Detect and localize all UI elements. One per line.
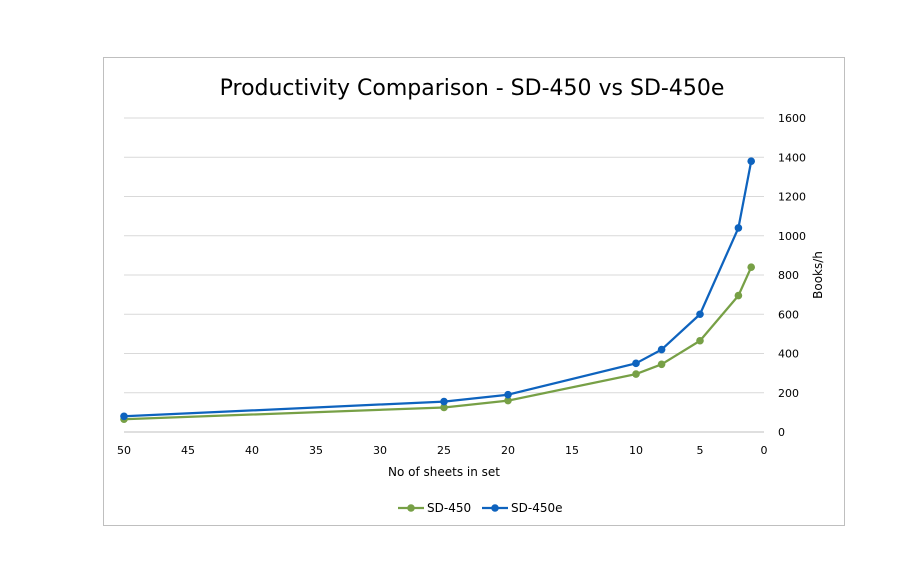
legend-marker <box>407 504 415 512</box>
gridlines <box>124 117 764 433</box>
data-point <box>440 403 448 412</box>
data-point <box>696 336 704 345</box>
y-axis-ticks: 0 200 400 600 800 1000 1200 1400 1600 <box>778 112 806 439</box>
x-tick-label: 45 <box>181 444 195 457</box>
data-point <box>440 397 448 406</box>
data-point <box>696 310 704 319</box>
data-point <box>734 291 743 300</box>
y-tick-label: 1200 <box>778 191 806 204</box>
data-point <box>632 359 640 368</box>
y-axis-label: Books/h <box>811 251 825 299</box>
y-tick-label: 400 <box>778 348 799 361</box>
x-tick-label: 0 <box>761 444 768 457</box>
data-point <box>747 263 755 271</box>
y-tick-label: 1600 <box>778 112 806 125</box>
y-tick-label: 600 <box>778 308 799 321</box>
legend-item: SD-450e <box>482 501 562 515</box>
x-tick-label: 15 <box>565 444 579 457</box>
y-tick-label: 800 <box>778 269 799 282</box>
y-tick-label: 200 <box>778 387 799 400</box>
x-tick-label: 50 <box>117 444 131 457</box>
legend-marker <box>491 504 499 512</box>
legend: SD-450 SD-450e <box>398 501 562 515</box>
data-point <box>504 390 512 399</box>
x-tick-label: 30 <box>373 444 387 457</box>
x-tick-label: 25 <box>437 444 451 457</box>
y-tick-label: 0 <box>778 426 785 439</box>
legend-label: SD-450e <box>511 501 562 515</box>
chart-title: Productivity Comparison - SD-450 vs SD-4… <box>220 76 725 101</box>
legend-item: SD-450 <box>398 501 471 515</box>
data-point <box>747 157 755 165</box>
x-axis-label: No of sheets in set <box>388 465 500 479</box>
series-sd-450 <box>120 263 755 424</box>
legend-label: SD-450 <box>427 501 471 515</box>
y-tick-label: 1400 <box>778 151 806 164</box>
x-tick-label: 40 <box>245 444 259 457</box>
y-tick-label: 1000 <box>778 230 806 243</box>
series-line <box>123 266 753 421</box>
data-point <box>657 345 666 354</box>
chart-frame <box>103 57 845 526</box>
data-point <box>504 396 512 405</box>
data-point <box>657 360 666 369</box>
x-axis-ticks: 50 45 40 35 30 25 20 15 10 5 0 <box>117 444 768 457</box>
series-sd-450e <box>120 157 755 421</box>
data-point <box>632 370 640 378</box>
series-line <box>123 160 753 418</box>
x-tick-label: 35 <box>309 444 323 457</box>
data-point <box>120 412 128 421</box>
x-tick-label: 20 <box>501 444 515 457</box>
x-tick-label: 10 <box>629 444 643 457</box>
series-layer <box>120 157 755 424</box>
data-point <box>734 224 743 232</box>
x-tick-label: 5 <box>697 444 704 457</box>
